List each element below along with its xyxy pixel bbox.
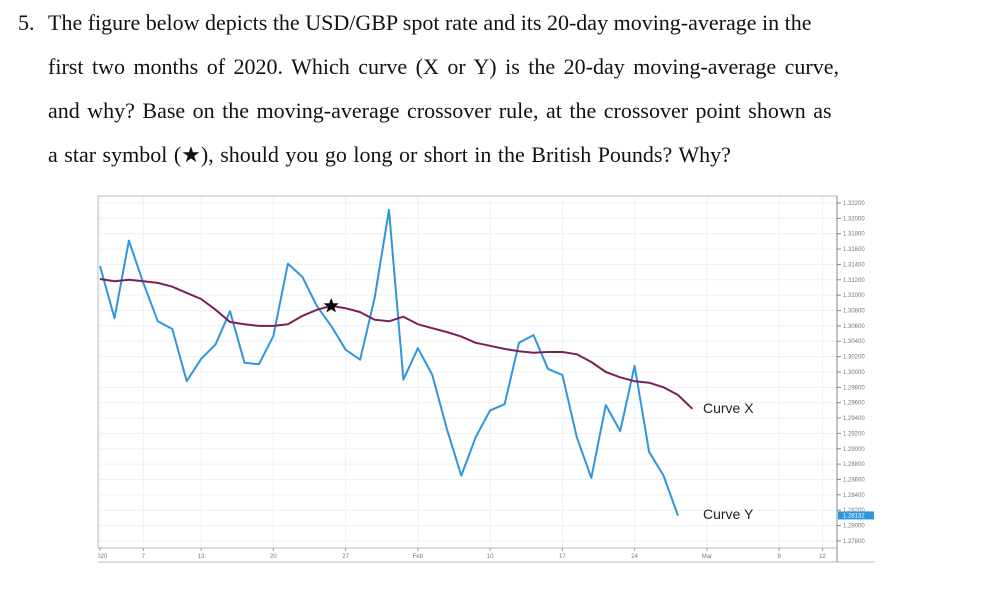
x-tick-label: 13 (198, 554, 205, 560)
y-tick-label: 1.31000 (843, 293, 865, 299)
y-tick-label: 1.29800 (843, 385, 865, 391)
y-tick-label: 1.28200 (843, 508, 865, 514)
series-line-curve-y (99, 208, 679, 516)
y-tick-label: 1.29200 (843, 431, 865, 437)
y-tick-label: 1.28400 (843, 493, 865, 499)
question-line-2: first two months of 2020. Which curve (X… (48, 54, 840, 79)
y-tick-label: 1.30600 (843, 324, 865, 330)
x-tick-label: 24 (631, 554, 638, 560)
curve-x-label: Curve X (703, 400, 754, 416)
curve-y-label: Curve Y (703, 506, 754, 522)
y-tick-label: 1.29000 (843, 447, 865, 453)
y-tick-label: 1.30000 (843, 370, 865, 376)
annotations (323, 297, 339, 313)
x-tick-label: 9 (777, 554, 781, 560)
x-tick-label: 17 (559, 554, 566, 560)
y-tick-label: 1.29400 (843, 416, 865, 422)
y-tick-label: 1.31200 (843, 278, 865, 284)
y-axis-ticks: 1.32200 1.32000 1.31800 1.31600 1.31400 1.312… (837, 201, 874, 545)
y-tick-label: 1.32200 (843, 201, 865, 207)
y-tick-label: 1.29600 (843, 401, 865, 407)
question-line-3: and why? Base on the moving-average cros… (48, 98, 832, 123)
y-tick-label: 1.28600 (843, 477, 865, 483)
x-tick-label: 10 (487, 554, 494, 560)
current-price-label: 1.28132 (843, 513, 865, 519)
question-line-4: a star symbol (★), should you go long or… (48, 142, 731, 167)
series-line-curve-x (99, 278, 694, 410)
x-tick-label: 12 (819, 554, 826, 560)
current-price-badge (838, 511, 874, 520)
y-tick-label: 1.28000 (843, 524, 865, 530)
y-tick-label: 1.28800 (843, 462, 865, 468)
series-group (99, 208, 694, 516)
y-tick-label: 1.31600 (843, 247, 865, 253)
y-tick-label: 1.31800 (843, 232, 865, 238)
y-tick-label: 1.30200 (843, 355, 865, 361)
x-tick-label: 7 (142, 554, 146, 560)
question-line-1: The figure below depicts the USD/GBP spo… (48, 10, 812, 35)
y-tick-label: 1.30800 (843, 309, 865, 315)
x-tick-label: Mar (702, 554, 712, 560)
x-tick-label: 2020 (94, 554, 108, 560)
x-tick-label: Feb (413, 554, 424, 560)
question-number: 5. (18, 10, 35, 35)
crossover-star-icon (323, 297, 339, 313)
grid (98, 196, 837, 548)
y-tick-label: 1.27800 (843, 539, 865, 545)
x-tick-label: 20 (270, 554, 277, 560)
y-tick-label: 1.31400 (843, 262, 865, 268)
y-tick-label: 1.30400 (843, 339, 865, 345)
x-axis-ticks: 2020 7 13 20 27 Feb 10 17 24 Mar 9 12 (94, 548, 826, 560)
y-tick-label: 1.32000 (843, 216, 865, 222)
x-tick-label: 27 (342, 554, 349, 560)
